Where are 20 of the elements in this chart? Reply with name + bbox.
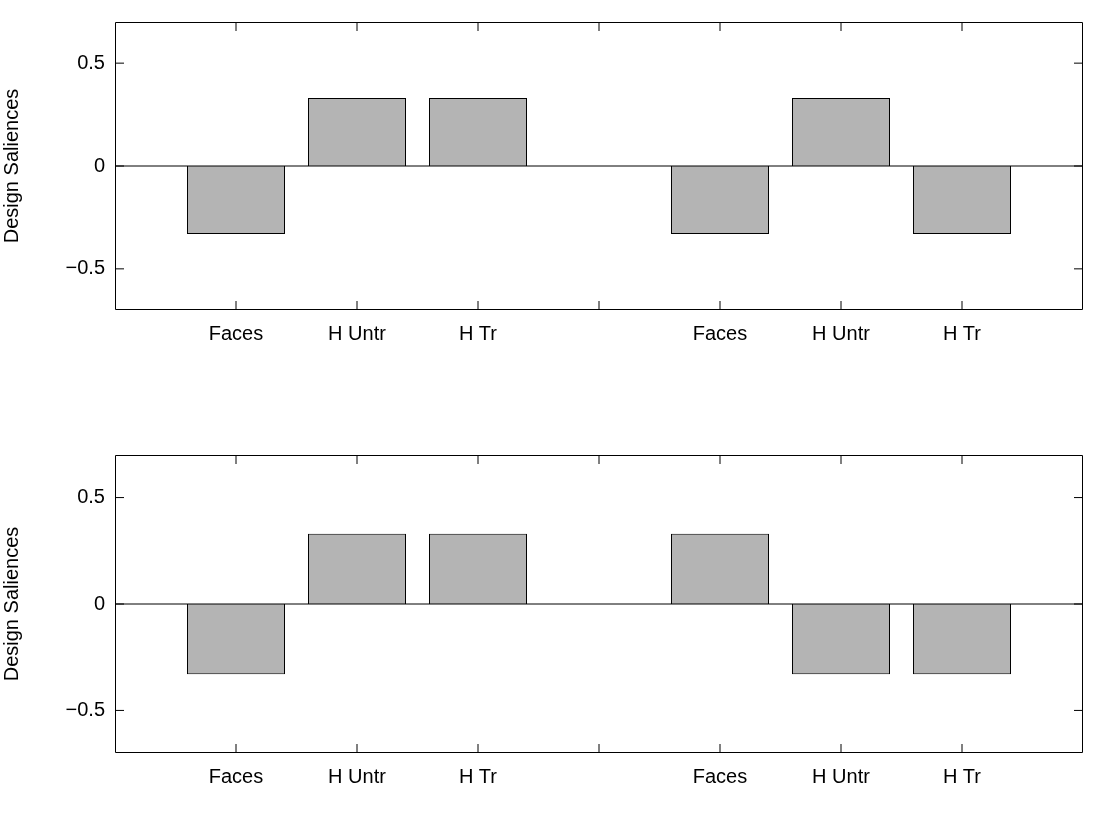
x-tick-label: Faces <box>208 764 264 787</box>
x-tick-label: Faces <box>692 321 748 344</box>
y-axis-title: Design Saliences <box>0 88 22 244</box>
y-tick-label: 0 <box>93 591 105 614</box>
y-tick-label: 0 <box>93 153 105 176</box>
x-tick-label: H Tr <box>459 321 498 344</box>
y-tick-label: 0.5 <box>77 485 105 508</box>
y-tick-label: −0.5 <box>65 256 105 279</box>
x-tick-label: H Tr <box>943 764 982 787</box>
x-tick-label: Faces <box>692 764 748 787</box>
y-tick-label: −0.5 <box>65 697 105 720</box>
x-tick-label: H Untr <box>812 321 871 344</box>
x-tick-label: H Untr <box>812 764 871 787</box>
x-tick-label: H Tr <box>459 764 498 787</box>
x-tick-label: H Tr <box>943 321 982 344</box>
x-tick-label: Faces <box>208 321 264 344</box>
x-tick-label: H Untr <box>328 764 387 787</box>
y-tick-label: 0.5 <box>77 50 105 73</box>
x-tick-label: H Untr <box>328 321 387 344</box>
y-axis-title: Design Saliences <box>0 526 22 682</box>
